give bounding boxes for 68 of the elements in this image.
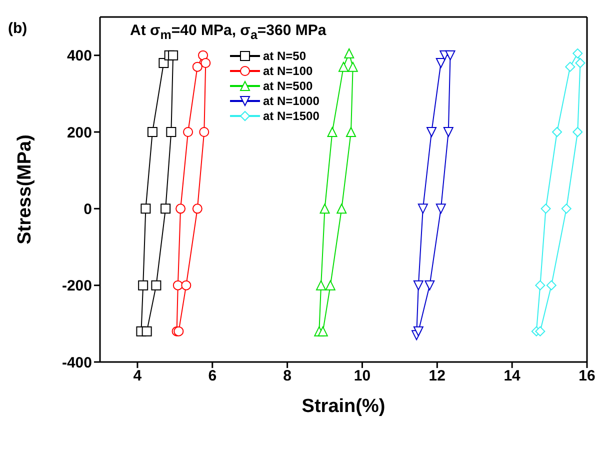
point [140,204,151,214]
point [540,204,551,214]
x-tick-label: 10 [354,368,371,385]
point [445,50,456,60]
point [327,127,338,137]
x-axis-title: Strain(%) [302,396,386,417]
point [535,326,546,336]
point [199,127,210,137]
point [325,280,336,290]
point [160,204,171,214]
x-tick-label: 14 [504,368,522,385]
legend-label: at N=1000 [263,94,320,108]
point [318,326,328,336]
y-axis-title: Stress(MPa) [14,134,36,244]
point [192,62,202,72]
point [575,58,586,68]
point [565,62,576,72]
point [320,204,330,214]
x-tick-label: 8 [283,368,292,385]
point [166,127,176,137]
point [424,280,435,290]
point [344,48,354,58]
text: (b) [8,20,28,37]
point [181,280,192,290]
point [443,127,454,137]
point [346,127,356,137]
point [552,127,562,137]
legend-label: at N=50 [263,48,306,62]
point [198,50,208,60]
point [572,127,583,137]
point [348,62,358,72]
point [176,204,186,214]
y-tick-label: -400 [62,354,92,372]
point [336,204,347,214]
point [192,204,202,214]
point [413,326,424,336]
point [142,326,152,336]
chart-title: At σ$_{m}$=40 MPa, σ$_{a}$=360 MPa [130,22,326,42]
point [413,280,424,290]
y-tick-label: 400 [66,48,92,65]
y-tick-label: -200 [62,278,92,295]
point [546,280,556,290]
y-tick-label: 200 [66,124,92,142]
point [147,127,158,137]
legend-label: at N=500 [263,78,313,92]
x-tick-label: 12 [428,368,446,385]
x-tick-label: 4 [133,368,142,385]
y-tick-label: 0 [84,200,92,218]
point [426,127,437,137]
point [338,62,348,72]
point [535,280,546,290]
point [436,204,446,214]
point [572,48,583,58]
point [158,58,169,68]
point [316,280,326,290]
point [151,280,162,290]
x-tick-label: 16 [578,368,596,385]
legend-label: at N=1500 [263,108,320,122]
point [183,127,194,137]
point [168,50,178,60]
legend-label: at N=100 [263,64,313,78]
point [200,58,211,68]
point [418,204,428,214]
point [172,280,183,290]
point [436,58,446,68]
x-tick-label: 6 [208,368,217,385]
point [561,204,572,214]
point [138,280,148,290]
